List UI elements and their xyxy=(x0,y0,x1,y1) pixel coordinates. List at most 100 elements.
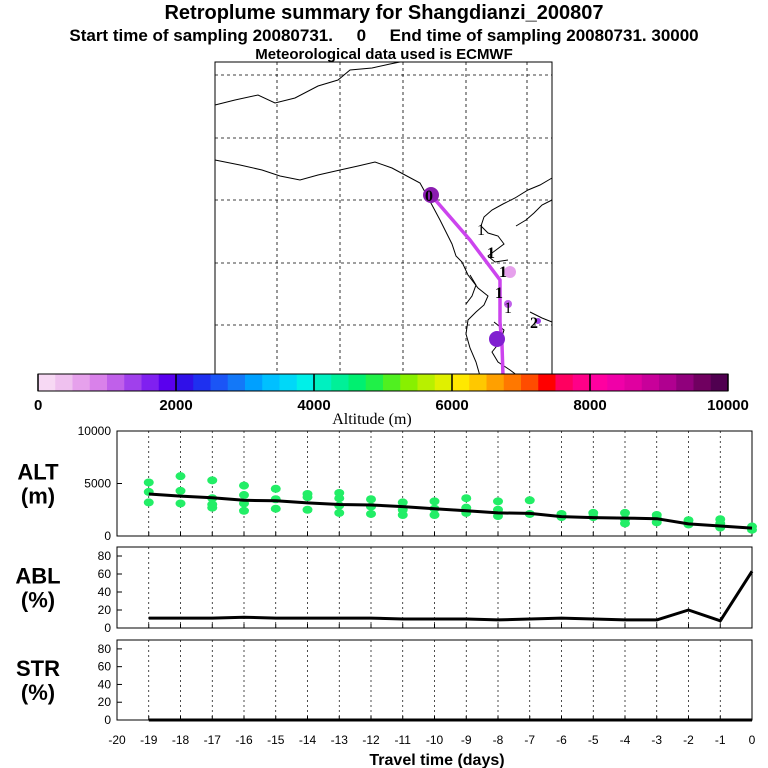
scatter-point xyxy=(143,498,154,507)
colorbar-swatch xyxy=(641,374,660,391)
series-line-abl xyxy=(148,570,754,623)
colorbar-swatch xyxy=(107,374,125,391)
trajectory-marker xyxy=(504,266,516,278)
scatter-point xyxy=(334,494,345,503)
x-tick-label: -3 xyxy=(651,733,662,747)
colorbar-tick-label: 2000 xyxy=(159,397,192,414)
colorbar-swatch xyxy=(383,374,401,391)
trajectory-marker xyxy=(535,318,541,324)
colorbar-swatch xyxy=(659,374,677,391)
y-tick-label: 20 xyxy=(98,695,112,709)
x-tick-label: -1 xyxy=(715,733,726,747)
altitude-colorbar xyxy=(37,373,729,392)
colorbar-tick-label: 0 xyxy=(34,397,42,414)
scatter-point xyxy=(207,503,218,512)
scatter-point xyxy=(429,511,440,519)
x-tick-label: -11 xyxy=(395,733,412,747)
colorbar-swatch xyxy=(314,374,332,391)
colorbar-swatch xyxy=(38,374,56,391)
trajectory-label: 1 xyxy=(495,285,503,302)
trajectory-label: 2 xyxy=(530,315,538,332)
x-tick-label: -18 xyxy=(172,733,190,747)
scatter-point xyxy=(239,491,249,500)
colorbar-swatch xyxy=(245,374,263,391)
scatter-point xyxy=(334,508,345,517)
x-tick-label: -7 xyxy=(524,733,535,747)
panel-str: 0 20 40 60 80 STR(%) xyxy=(16,639,753,727)
scatter-point xyxy=(239,506,249,515)
y-tick-label: 20 xyxy=(98,603,112,617)
panel-unit: (m) xyxy=(21,484,55,509)
x-tick-label: -17 xyxy=(204,733,222,747)
y-tick-label: 40 xyxy=(98,677,112,691)
colorbar-tick-label: 10000 xyxy=(707,397,749,414)
panel-label: ALT xyxy=(17,460,59,485)
coastline xyxy=(214,61,553,377)
y-tick-label: 0 xyxy=(104,621,111,635)
panel-unit: (%) xyxy=(21,680,55,705)
x-tick-label: -12 xyxy=(362,733,380,747)
colorbar-swatch xyxy=(676,374,694,391)
colorbar-swatch xyxy=(55,374,73,391)
colorbar-swatch xyxy=(176,374,194,391)
colorbar-label: Altitude (m) xyxy=(332,411,412,428)
trajectory-label: 1 xyxy=(499,264,507,281)
time-series-panels: 0500010000ALT(m)020406080ABL(%)020406080… xyxy=(15,424,757,747)
trajectory-marker xyxy=(489,331,505,347)
panel-unit: (%) xyxy=(21,588,55,613)
scatter-point xyxy=(461,494,472,503)
x-tick-label: -5 xyxy=(588,733,599,747)
colorbar-swatch xyxy=(434,374,453,391)
colorbar-swatch xyxy=(279,374,298,391)
y-tick-label: 60 xyxy=(98,660,112,674)
x-axis-label: Travel time (days) xyxy=(369,752,504,768)
colorbar-swatch xyxy=(141,374,160,391)
scatter-point xyxy=(207,476,218,485)
colorbar-swatch xyxy=(538,374,556,391)
colorbar-swatch xyxy=(417,374,436,391)
panel-alt: 0 5000 10000 ALT(m) xyxy=(17,424,757,543)
scatter-point xyxy=(302,493,313,502)
trajectory-marker xyxy=(504,300,512,308)
colorbar-swatch xyxy=(210,374,229,391)
colorbar-swatch xyxy=(400,374,418,391)
x-tick-label: -13 xyxy=(331,733,349,747)
y-tick-label: 0 xyxy=(104,713,111,727)
map-grid xyxy=(215,62,552,376)
colorbar-swatch xyxy=(503,374,522,391)
scatter-point xyxy=(366,495,376,504)
colorbar-swatch xyxy=(624,374,643,391)
meteorological-note: Meteorological data used is ECMWF xyxy=(255,46,513,63)
colorbar-swatch xyxy=(262,374,280,391)
x-tick-label: -10 xyxy=(426,733,444,747)
x-tick-label: -20 xyxy=(108,733,126,747)
series-line-alt xyxy=(148,492,753,530)
colorbar-tick-label: 4000 xyxy=(297,397,330,414)
colorbar-swatch xyxy=(452,374,470,391)
y-tick-label: 80 xyxy=(98,549,112,563)
map-panel: 0 1 1 1 1 1 2 xyxy=(214,61,553,377)
trajectory-marker xyxy=(423,187,439,203)
colorbar-ticks: 0 2000 4000 6000 8000 10000 xyxy=(34,374,749,414)
x-tick-label: -2 xyxy=(683,733,694,747)
y-tick-label: 80 xyxy=(98,642,112,656)
colorbar-swatch xyxy=(590,374,608,391)
scatter-point xyxy=(429,497,440,506)
x-tick-label: -6 xyxy=(556,733,567,747)
colorbar-swatch xyxy=(469,374,487,391)
colorbar-swatch xyxy=(193,374,211,391)
colorbar-swatch xyxy=(486,374,505,391)
trajectory-label: 1 xyxy=(477,222,485,239)
colorbar-swatch xyxy=(72,374,91,391)
scatter-point xyxy=(397,511,408,519)
x-tick-label: -9 xyxy=(461,733,472,747)
y-tick-label: 40 xyxy=(98,585,112,599)
scatter-point xyxy=(175,472,186,481)
colorbar-swatch xyxy=(89,374,108,391)
colorbar-tick-label: 6000 xyxy=(435,397,468,414)
colorbar-swatch xyxy=(555,374,574,391)
x-tick-label: -14 xyxy=(299,733,317,747)
scatter-point xyxy=(302,505,313,514)
trajectory-label: 0 xyxy=(425,188,433,205)
